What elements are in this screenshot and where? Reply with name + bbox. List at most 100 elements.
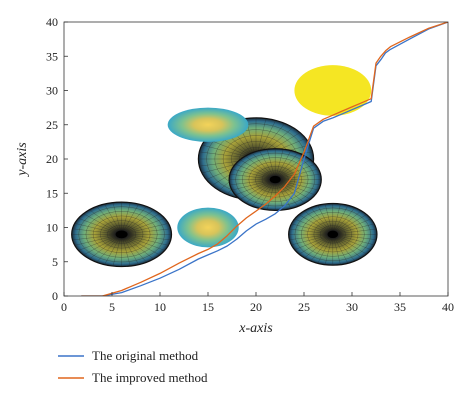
obstacle-mesh-radial (332, 228, 377, 235)
obstacle-mesh-ring (320, 225, 346, 244)
obstacle-mesh-radial (83, 234, 122, 256)
obstacle-mesh-radial (104, 234, 122, 265)
obstacle-mesh-radial (332, 234, 372, 250)
obstacle-mesh-radial (317, 205, 333, 235)
obstacle-mesh-ring (85, 211, 158, 258)
obstacle-mesh-radial (332, 234, 375, 246)
y-axis-title: y-axis (15, 142, 30, 178)
obstacle-mesh-radial (121, 206, 147, 235)
obstacle-mesh-radial (332, 207, 356, 235)
obstacle-mesh-radial (121, 234, 171, 241)
legend-label-original: The original method (92, 348, 199, 363)
obstacle-mesh-radial (229, 179, 276, 186)
y-tick-label: 30 (46, 84, 58, 98)
obstacle-mesh-ring (248, 161, 302, 198)
obstacle-mesh-radial (121, 234, 147, 263)
obstacle-radial-dark-2 (228, 148, 322, 211)
x-tick-label: 5 (109, 300, 115, 314)
x-tick-label: 30 (346, 300, 358, 314)
obstacle-mesh-ring (326, 229, 340, 239)
obstacle-core (115, 230, 128, 239)
obstacle-mesh-ring (261, 170, 289, 189)
obstacle-mesh-radial (332, 234, 356, 262)
obstacle-mesh-radial (275, 179, 292, 209)
obstacle-mesh-radial (121, 204, 139, 235)
obstacle-mesh-radial (252, 179, 276, 207)
obstacle-mesh-radial (259, 179, 276, 209)
obstacle-gradient-blue-4 (167, 107, 249, 142)
obstacle-mesh-radial (332, 234, 377, 240)
obstacle-mesh-radial (239, 159, 276, 180)
y-tick-label: 5 (52, 255, 58, 269)
x-tick-label: 20 (250, 300, 262, 314)
obstacle-mesh-radial (294, 218, 333, 235)
obstacle-mesh-radial (298, 234, 333, 255)
obstacle-mesh-radial (231, 179, 276, 191)
obstacle-mesh-radial (298, 214, 333, 235)
obstacle-mesh-radial (267, 149, 276, 180)
obstacle-mesh-radial (74, 223, 122, 235)
series-line-0 (81, 22, 448, 296)
obstacle-mesh-radial (275, 168, 319, 180)
y-tick-label: 15 (46, 186, 58, 200)
obstacle-mesh-radial (324, 203, 333, 235)
obstacle-mesh-radial (275, 179, 284, 210)
obstacle-mesh-radial (121, 223, 169, 235)
obstacle-mesh-radial (304, 234, 333, 259)
obstacle-mesh-radial (112, 234, 122, 267)
obstacle-mesh-ring (100, 220, 144, 249)
series-layer (81, 22, 448, 296)
obstacle-mesh-radial (332, 234, 367, 255)
x-tick-label: 35 (394, 300, 406, 314)
obstacle-mesh-ring (301, 212, 365, 257)
y-axis-ticks: 0 5 10 15 20 25 30 35 40 (46, 15, 68, 303)
obstacle-mesh-radial (74, 234, 122, 246)
obstacle-mesh-radial (275, 179, 305, 204)
obstacles-layer (71, 65, 378, 268)
obstacle-mesh-radial (121, 218, 165, 235)
x-tick-label: 10 (154, 300, 166, 314)
obstacle-mesh-radial (332, 234, 349, 264)
obstacle-mesh-radial (304, 210, 333, 235)
obstacle-mesh-radial (275, 159, 311, 180)
obstacle-mesh-radial (121, 234, 169, 246)
obstacle-mesh-radial (121, 209, 154, 235)
obstacle-mesh-ring (114, 229, 129, 240)
obstacle-mesh-ring (235, 152, 315, 207)
obstacle-core (327, 230, 339, 239)
obstacle-fill (294, 65, 372, 116)
obstacle-mesh-radial (121, 234, 131, 267)
obstacle-mesh-radial (289, 234, 333, 240)
obstacle-mesh-radial (96, 206, 122, 235)
x-tick-label: 15 (202, 300, 214, 314)
obstacle-mesh-radial (310, 207, 333, 235)
obstacle-mesh-radial (121, 213, 160, 235)
obstacle-mesh-ring (107, 224, 137, 244)
obstacle-mesh-radial (310, 234, 333, 262)
obstacle-core (269, 175, 281, 184)
obstacle-mesh-radial (267, 179, 276, 210)
obstacle-mesh-radial (317, 234, 333, 264)
obstacle-mesh-radial (275, 179, 311, 200)
obstacle-fill (167, 107, 249, 142)
obstacle-mesh-radial (121, 228, 171, 235)
y-tick-label: 10 (46, 221, 58, 235)
obstacle-mesh-radial (291, 234, 333, 246)
obstacle-mesh-radial (89, 234, 122, 260)
obstacle-fill (177, 207, 239, 248)
obstacle-mesh-ring (242, 157, 309, 202)
y-tick-label: 25 (46, 118, 58, 132)
obstacle-mesh-radial (112, 202, 122, 235)
obstacle-mesh-radial (332, 203, 341, 235)
obstacle-mesh-radial (121, 234, 154, 260)
obstacle-mesh-radial (332, 223, 375, 235)
obstacle-mesh-ring (294, 207, 371, 261)
legend: The original method The improved method (58, 348, 208, 385)
y-tick-label: 0 (52, 289, 58, 303)
y-tick-label: 35 (46, 49, 58, 63)
obstacle-mesh-ring (268, 174, 282, 185)
obstacle-mesh-radial (89, 209, 122, 235)
series-line-1 (81, 22, 448, 296)
obstacle-mesh-radial (275, 149, 284, 180)
